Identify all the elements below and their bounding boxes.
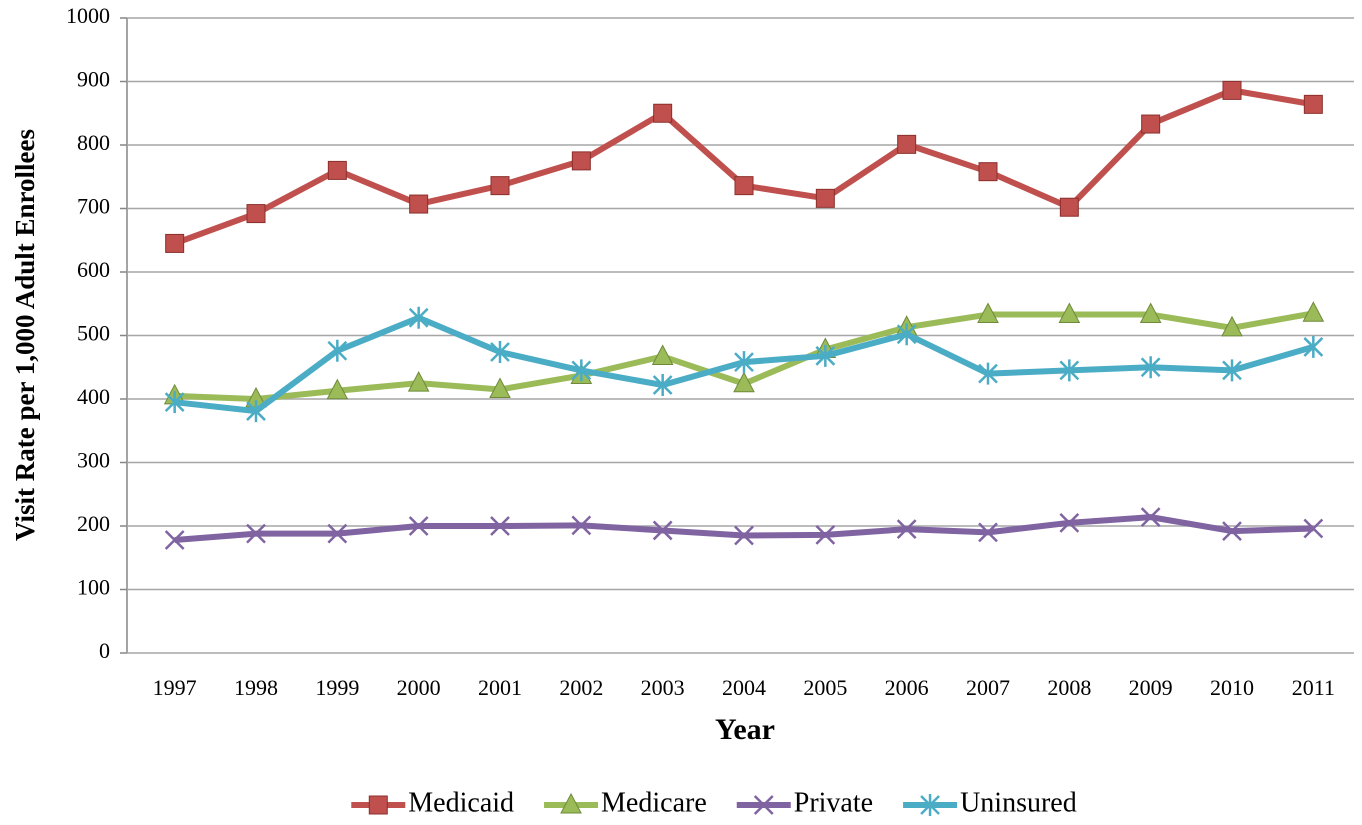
y-tick-label: 600 <box>77 257 110 282</box>
marker <box>164 391 185 414</box>
marker <box>1303 335 1324 358</box>
marker <box>978 522 998 543</box>
y-axis-label: Visit Rate per 1,000 Adult Enrollees <box>10 129 40 541</box>
x-tick-label: 2011 <box>1292 675 1335 700</box>
marker <box>733 371 755 393</box>
marker <box>815 188 835 208</box>
marker <box>407 371 430 392</box>
x-tick-label: 2001 <box>478 675 522 700</box>
x-tick-label: 2005 <box>803 675 847 700</box>
x-tick-label: 2004 <box>722 675 766 700</box>
x-tick-label: 1997 <box>153 675 197 700</box>
marker <box>246 523 266 544</box>
marker <box>815 525 836 545</box>
marker <box>653 103 673 123</box>
marker <box>408 516 429 536</box>
marker <box>896 323 917 346</box>
x-tick-label: 2002 <box>559 675 603 700</box>
y-tick-label: 900 <box>77 67 110 92</box>
marker <box>164 530 185 550</box>
legend-label: Private <box>794 787 873 818</box>
marker <box>1058 302 1081 324</box>
y-tick-label: 300 <box>77 448 110 473</box>
legend-label: Medicaid <box>408 787 514 818</box>
marker <box>408 306 429 329</box>
marker <box>896 519 917 540</box>
marker <box>489 377 511 398</box>
x-tick-label: 2009 <box>1129 675 1173 700</box>
x-tick-label: 2006 <box>885 675 929 700</box>
marker <box>560 792 582 814</box>
marker <box>165 233 185 253</box>
marker <box>897 134 917 154</box>
legend-label: Uninsured <box>960 787 1077 818</box>
x-tick-label: 2010 <box>1210 675 1254 700</box>
marker <box>753 795 774 815</box>
y-tick-label: 400 <box>77 384 110 409</box>
marker <box>1139 302 1162 324</box>
marker <box>1059 197 1079 217</box>
marker <box>327 523 348 544</box>
y-tick-label: 700 <box>77 194 110 219</box>
marker <box>1059 359 1080 382</box>
marker <box>652 374 673 397</box>
y-tick-label: 200 <box>77 511 110 536</box>
x-tick-label: 1998 <box>234 675 278 700</box>
marker <box>1141 114 1161 134</box>
x-tick-label: 2000 <box>397 675 441 700</box>
marker <box>246 204 266 224</box>
marker <box>368 795 388 815</box>
x-axis-label: Year <box>715 713 775 746</box>
marker <box>1221 315 1243 337</box>
marker <box>326 378 349 400</box>
marker <box>409 194 429 214</box>
marker <box>651 344 674 365</box>
x-tick-label: 2007 <box>966 675 1010 700</box>
marker <box>1059 512 1080 533</box>
marker <box>920 794 940 816</box>
y-tick-label: 500 <box>77 321 110 346</box>
marker <box>490 176 510 196</box>
marker <box>734 176 754 196</box>
x-tick-label: 2003 <box>641 675 685 700</box>
y-tick-label: 1000 <box>66 3 110 28</box>
y-tick-label: 100 <box>77 575 110 600</box>
marker <box>490 341 510 364</box>
marker <box>734 351 754 374</box>
marker <box>1140 507 1161 527</box>
marker <box>1222 80 1242 100</box>
marker <box>246 400 266 423</box>
marker <box>1222 359 1242 382</box>
marker <box>571 151 591 171</box>
marker <box>571 515 592 536</box>
marker <box>977 302 999 324</box>
marker <box>978 162 998 182</box>
marker <box>1302 301 1325 322</box>
marker <box>978 362 998 385</box>
marker <box>490 516 510 536</box>
marker <box>1303 518 1324 539</box>
marker <box>327 160 347 180</box>
legend: Medicaid Medicare Private Uninsured <box>351 787 1077 818</box>
x-tick-label: 1999 <box>315 675 359 700</box>
y-tick-label: 0 <box>99 638 110 663</box>
marker <box>734 525 754 546</box>
legend-label: Medicare <box>601 787 707 818</box>
marker <box>1140 356 1161 379</box>
marker <box>1222 521 1242 541</box>
marker <box>652 520 673 541</box>
marker <box>815 344 836 367</box>
marker <box>1303 94 1323 114</box>
marker <box>327 339 348 362</box>
x-tick-label: 2008 <box>1047 675 1091 700</box>
marker <box>571 359 592 382</box>
y-tick-label: 800 <box>77 130 110 155</box>
